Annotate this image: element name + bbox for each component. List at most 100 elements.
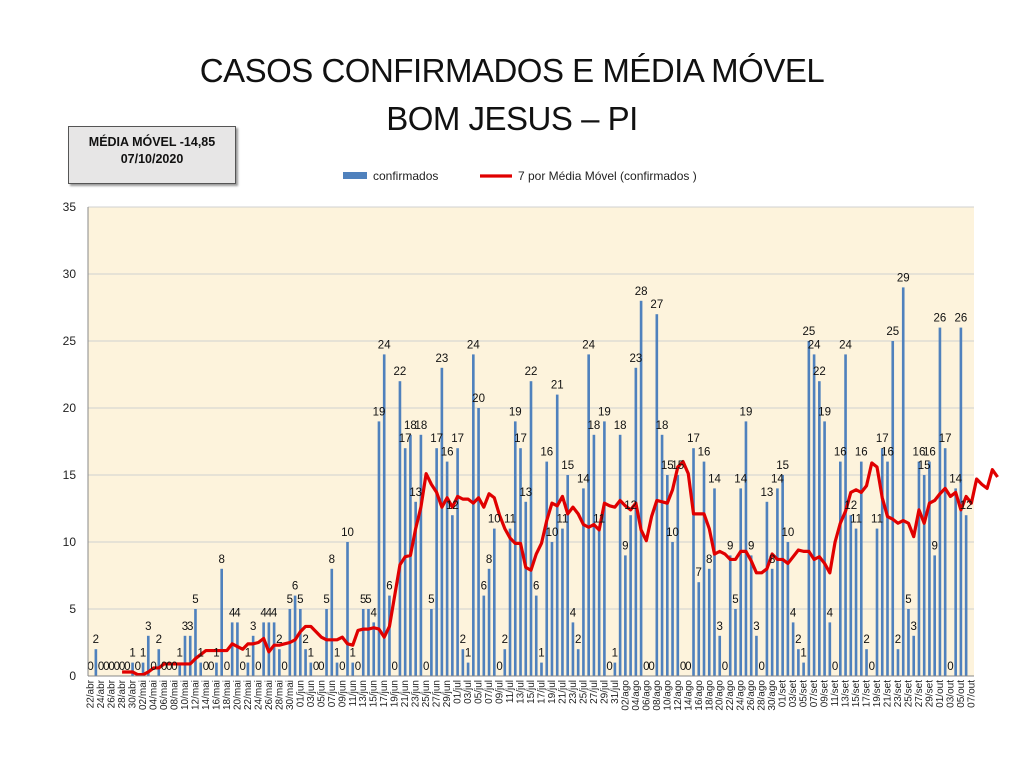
x-tick-label: 16/mai	[211, 680, 222, 710]
x-tick-label: 21/set	[883, 680, 894, 707]
bar	[467, 663, 470, 676]
bar	[199, 663, 202, 676]
bar	[420, 435, 423, 676]
x-tick-label: 17/jun	[379, 680, 390, 707]
x-tick-label: 13/jul	[516, 680, 527, 704]
bar	[189, 636, 192, 676]
data-label: 17	[939, 433, 952, 445]
bar	[362, 609, 365, 676]
x-tick-label: 22/ago	[725, 680, 736, 711]
bar	[692, 448, 695, 676]
y-axis: 05101520253035	[63, 200, 88, 683]
data-label: 12	[446, 500, 459, 512]
data-label: 0	[318, 661, 324, 673]
bar	[954, 488, 957, 676]
data-label: 9	[748, 540, 754, 552]
x-tick-label: 30/abr	[128, 679, 139, 708]
x-tick-label: 08/mai	[170, 680, 181, 710]
data-label: 5	[297, 594, 303, 606]
data-label: 11	[871, 514, 883, 526]
bar	[456, 448, 459, 676]
bar	[891, 341, 894, 676]
data-label: 2	[863, 634, 869, 646]
data-label: 16	[881, 447, 894, 459]
data-label: 17	[687, 433, 700, 445]
bar	[708, 569, 711, 676]
x-tick-label: 29/jun	[442, 680, 453, 707]
data-label: 19	[598, 406, 611, 418]
bar	[236, 622, 239, 676]
chart: confirmados7 por Média Móvel (confirmado…	[0, 0, 1024, 768]
bar	[656, 314, 659, 676]
data-label: 0	[355, 661, 361, 673]
data-label: 0	[685, 661, 691, 673]
bar	[540, 663, 543, 676]
bar	[451, 515, 454, 676]
bar	[886, 462, 889, 676]
x-tick-label: 29/set	[924, 680, 935, 707]
bar	[503, 649, 506, 676]
data-label: 0	[135, 661, 141, 673]
x-tick-label: 01/out	[935, 680, 946, 708]
data-label: 17	[514, 433, 527, 445]
bar	[713, 488, 716, 676]
bar	[876, 529, 879, 676]
bar	[813, 354, 816, 676]
x-tick-label: 15/set	[851, 680, 862, 707]
data-label: 5	[905, 594, 911, 606]
bar	[823, 421, 826, 676]
data-label: 2	[93, 634, 99, 646]
y-tick-label: 5	[69, 602, 76, 616]
bar	[776, 488, 779, 676]
data-label: 8	[329, 554, 335, 566]
data-label: 17	[451, 433, 464, 445]
data-label: 2	[795, 634, 801, 646]
data-label: 5	[192, 594, 198, 606]
data-label: 10	[488, 514, 501, 526]
data-label: 18	[656, 420, 669, 432]
x-tick-label: 10/mai	[180, 680, 191, 710]
x-tick-label: 20/mai	[232, 680, 243, 710]
bar	[729, 555, 732, 676]
bar	[430, 609, 433, 676]
data-label: 17	[876, 433, 889, 445]
data-label: 1	[140, 648, 146, 660]
data-label: 25	[802, 326, 815, 338]
bar	[671, 542, 674, 676]
x-tick-label: 27/jul	[589, 680, 600, 704]
data-label: 14	[949, 473, 962, 485]
bar	[839, 462, 842, 676]
data-label: 24	[378, 339, 391, 351]
bar	[446, 462, 449, 676]
data-label: 26	[934, 313, 947, 325]
x-tick-label: 26/mai	[264, 680, 275, 710]
bar	[614, 663, 617, 676]
data-label: 21	[551, 380, 564, 392]
bar	[462, 649, 465, 676]
bar	[215, 663, 218, 676]
data-label: 16	[540, 447, 553, 459]
data-label: 17	[430, 433, 443, 445]
data-label: 14	[708, 473, 721, 485]
bar	[372, 622, 375, 676]
data-label: 8	[486, 554, 492, 566]
bar	[231, 622, 234, 676]
bar	[865, 649, 868, 676]
data-label: 10	[341, 527, 354, 539]
x-tick-label: 15/jun	[369, 680, 380, 707]
data-label: 3	[717, 621, 723, 633]
data-label: 3	[250, 621, 256, 633]
data-label: 2	[895, 634, 901, 646]
x-tick-label: 15/jul	[526, 680, 537, 704]
data-label: 11	[556, 514, 568, 526]
x-tick-label: 03/out	[945, 680, 956, 708]
x-tick-label: 01/jul	[453, 680, 464, 704]
data-label: 8	[769, 554, 775, 566]
bar	[676, 475, 679, 676]
x-tick-label: 21/jul	[557, 680, 568, 704]
x-tick-label: 31/jul	[610, 680, 621, 704]
bar	[897, 649, 900, 676]
data-label: 18	[614, 420, 627, 432]
data-label: 16	[698, 447, 711, 459]
data-label: 29	[897, 272, 910, 284]
